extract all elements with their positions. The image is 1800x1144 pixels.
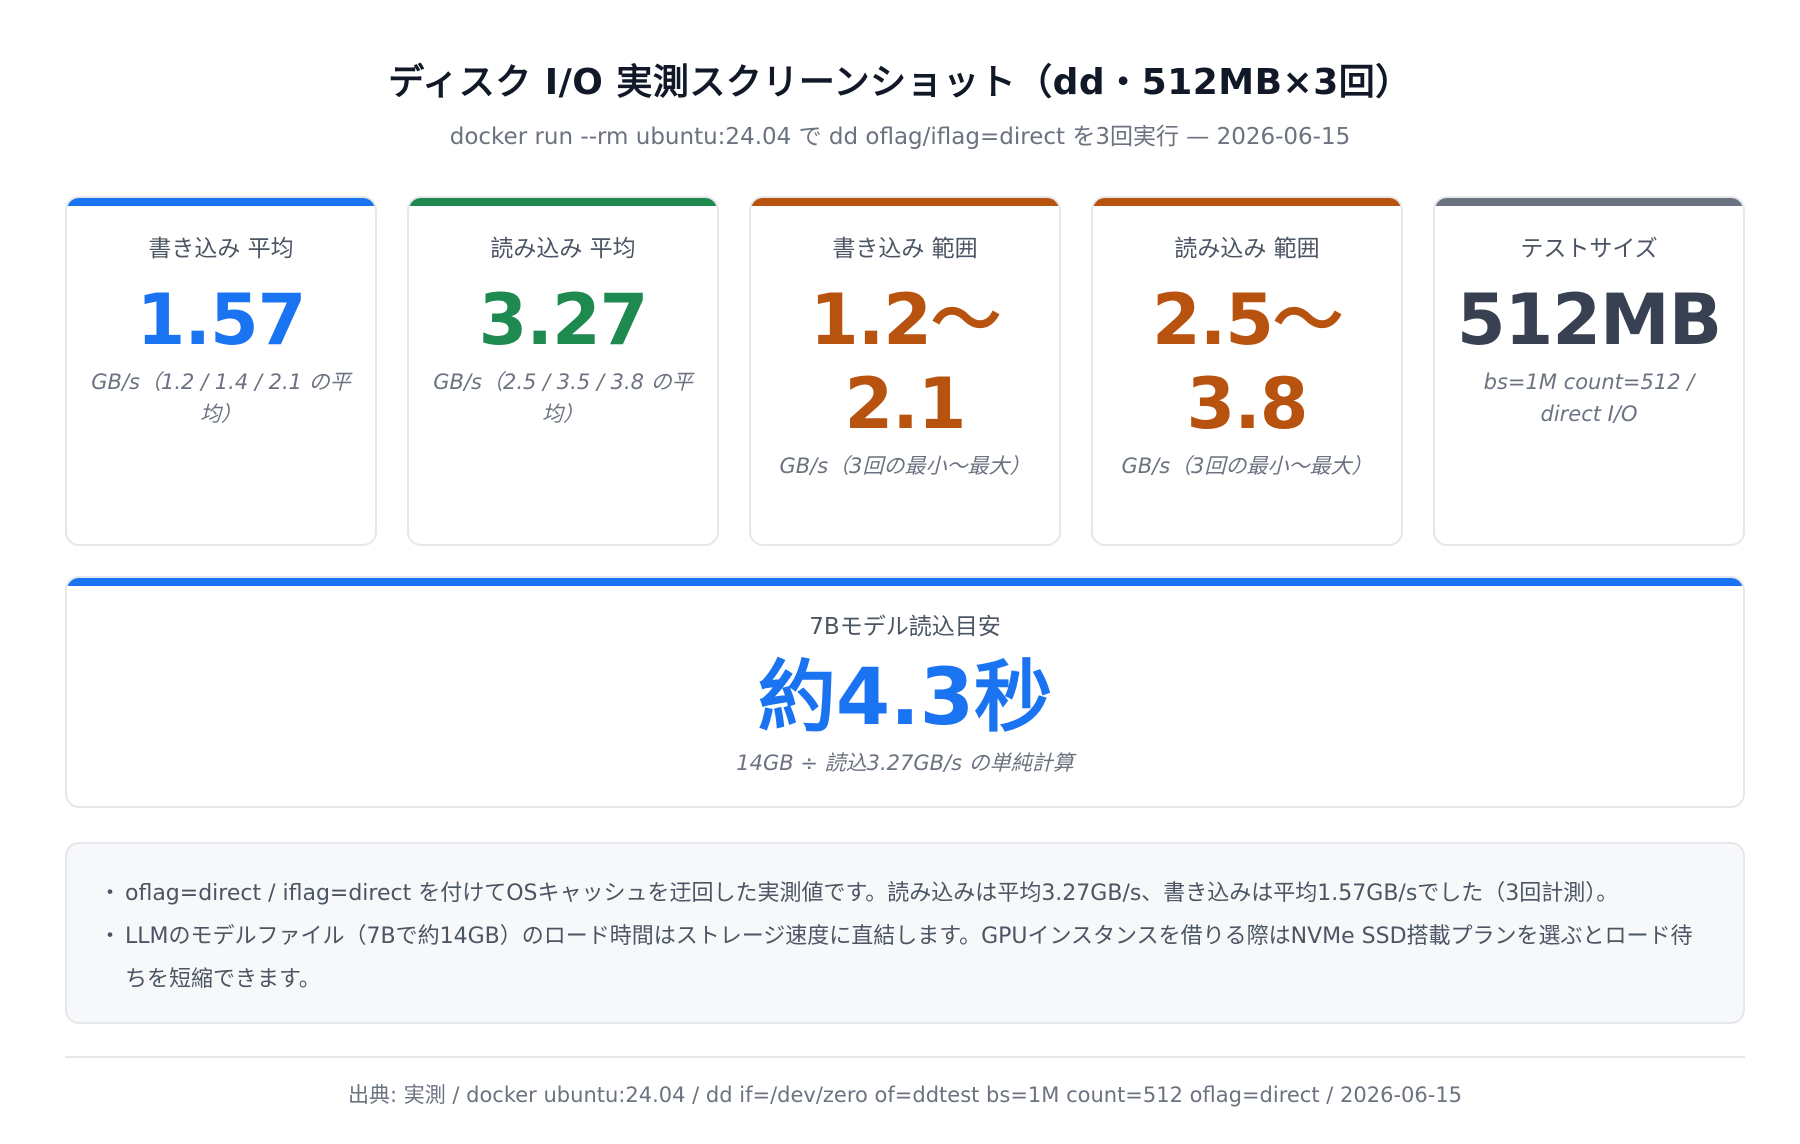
- card-test-size: テストサイズ 512MB bs=1M count=512 / direct I/…: [1433, 196, 1745, 546]
- card-value: 1.57: [136, 279, 307, 361]
- load-estimate-note: 14GB ÷ 読込3.27GB/s の単純計算: [736, 751, 1074, 775]
- card-label: 書き込み 範囲: [832, 236, 978, 262]
- card-note: GB/s（3回の最小〜最大）: [1121, 454, 1373, 478]
- metric-cards: 書き込み 平均 1.57 GB/s（1.2 / 1.4 / 2.1 の平均） 読…: [65, 196, 1745, 546]
- load-estimate-value: 約4.3秒: [757, 653, 1053, 743]
- card-note: bs=1M count=512 / direct I/O: [1483, 370, 1695, 426]
- card-label: 読み込み 平均: [490, 236, 636, 262]
- card-label: 読み込み 範囲: [1174, 236, 1320, 262]
- note-item: LLMのモデルファイル（7Bで約14GB）のロード時間はストレージ速度に直結しま…: [99, 915, 1705, 1001]
- card-accent-bar: [1093, 198, 1401, 206]
- card-note: GB/s（3回の最小〜最大）: [779, 454, 1031, 478]
- card-write-range: 書き込み 範囲 1.2〜2.1 GB/s（3回の最小〜最大）: [749, 196, 1061, 546]
- card-value: 512MB: [1456, 279, 1722, 361]
- card-value: 1.2〜2.1: [809, 279, 1001, 445]
- header: ディスク I/O 実測スクリーンショット（dd・512MB×3回） docker…: [65, 0, 1735, 154]
- notes-box: oflag=direct / iflag=direct を付けてOSキャッシュを…: [65, 842, 1745, 1024]
- card-note: GB/s（1.2 / 1.4 / 2.1 の平均）: [91, 370, 351, 426]
- page-title: ディスク I/O 実測スクリーンショット（dd・512MB×3回）: [388, 62, 1412, 103]
- card-label: テストサイズ: [1520, 236, 1658, 262]
- notes-list: oflag=direct / iflag=direct を付けてOSキャッシュを…: [99, 872, 1705, 1001]
- load-estimate-card: 7Bモデル読込目安 約4.3秒 14GB ÷ 読込3.27GB/s の単純計算: [65, 576, 1745, 808]
- load-estimate-label: 7Bモデル読込目安: [809, 614, 1001, 640]
- source-footer: 出典: 実測 / docker ubuntu:24.04 / dd if=/de…: [347, 1083, 1463, 1107]
- card-label: 書き込み 平均: [148, 236, 294, 262]
- card-note: GB/s（2.5 / 3.5 / 3.8 の平均）: [433, 370, 693, 426]
- page-subtitle: docker run --rm ubuntu:24.04 で dd oflag/…: [449, 124, 1351, 150]
- footer-divider: [65, 1056, 1745, 1058]
- card-accent-bar: [67, 198, 375, 206]
- card-value: 3.27: [478, 279, 649, 361]
- note-item: oflag=direct / iflag=direct を付けてOSキャッシュを…: [99, 872, 1705, 915]
- card-accent-bar: [67, 578, 1743, 586]
- card-accent-bar: [1435, 198, 1743, 206]
- card-write-average: 書き込み 平均 1.57 GB/s（1.2 / 1.4 / 2.1 の平均）: [65, 196, 377, 546]
- card-accent-bar: [409, 198, 717, 206]
- card-read-range: 読み込み 範囲 2.5〜3.8 GB/s（3回の最小〜最大）: [1091, 196, 1403, 546]
- card-value: 2.5〜3.8: [1151, 279, 1343, 445]
- card-accent-bar: [751, 198, 1059, 206]
- card-read-average: 読み込み 平均 3.27 GB/s（2.5 / 3.5 / 3.8 の平均）: [407, 196, 719, 546]
